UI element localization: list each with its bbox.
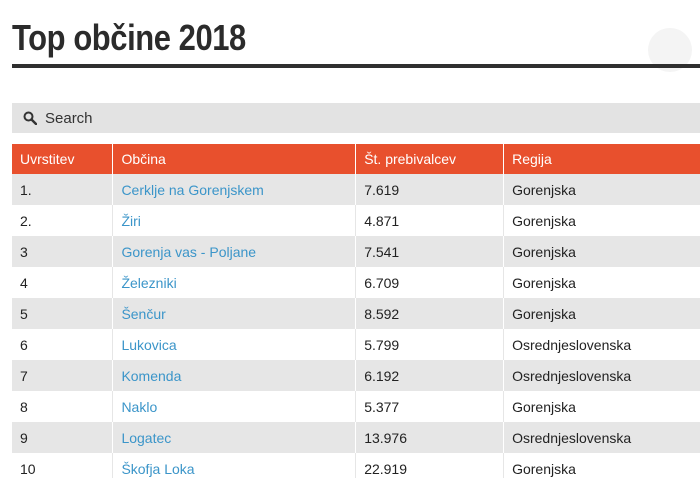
municipality-link[interactable]: Naklo xyxy=(121,398,158,415)
cell-municipality: Šenčur xyxy=(112,298,357,329)
table-row: 2. Žiri 4.871 Gorenjska xyxy=(12,205,700,236)
municipality-link[interactable]: Gorenja vas - Poljane xyxy=(121,243,257,260)
cell-rank: 4 xyxy=(12,267,114,298)
search-label[interactable]: Search xyxy=(45,109,93,127)
cell-region: Gorenjska xyxy=(503,174,700,205)
search-icon xyxy=(22,110,38,126)
municipality-link[interactable]: Šenčur xyxy=(121,305,166,322)
cell-municipality: Škofja Loka xyxy=(112,453,357,478)
table-row: 3 Gorenja vas - Poljane 7.541 Gorenjska xyxy=(12,236,700,267)
table-header-row: Uvrstitev Občina Št. prebivalcev Regija xyxy=(12,144,700,174)
municipality-link[interactable]: Logatec xyxy=(121,429,172,446)
cell-rank: 6 xyxy=(12,329,114,360)
municipality-link[interactable]: Lukovica xyxy=(121,336,177,353)
cell-rank: 9 xyxy=(12,422,114,453)
cell-region: Gorenjska xyxy=(503,298,700,329)
cell-rank: 3 xyxy=(12,236,114,267)
page-title: Top občine 2018 xyxy=(12,17,246,58)
municipality-link[interactable]: Komenda xyxy=(121,367,182,384)
cell-municipality: Cerklje na Gorenjskem xyxy=(112,174,357,205)
cell-population: 22.919 xyxy=(355,453,505,478)
cell-region: Osrednjeslovenska xyxy=(503,422,700,453)
table-row: 5 Šenčur 8.592 Gorenjska xyxy=(12,298,700,329)
municipality-link[interactable]: Žiri xyxy=(121,212,141,229)
header-municipality[interactable]: Občina xyxy=(112,144,357,174)
municipality-link[interactable]: Škofja Loka xyxy=(121,460,195,477)
cell-region: Osrednjeslovenska xyxy=(503,329,700,360)
municipality-link[interactable]: Cerklje na Gorenjskem xyxy=(121,181,264,198)
cell-municipality: Logatec xyxy=(112,422,357,453)
cell-population: 13.976 xyxy=(355,422,505,453)
table-row: 9 Logatec 13.976 Osrednjeslovenska xyxy=(12,422,700,453)
cell-region: Gorenjska xyxy=(503,205,700,236)
cell-rank: 5 xyxy=(12,298,114,329)
cell-region: Gorenjska xyxy=(503,453,700,478)
cell-region: Osrednjeslovenska xyxy=(503,360,700,391)
cell-municipality: Žiri xyxy=(112,205,357,236)
table-row: 8 Naklo 5.377 Gorenjska xyxy=(12,391,700,422)
cell-rank: 2. xyxy=(12,205,114,236)
cell-municipality: Naklo xyxy=(112,391,357,422)
cell-population: 8.592 xyxy=(355,298,505,329)
search-bar[interactable]: Search xyxy=(12,103,700,133)
cell-rank: 7 xyxy=(12,360,114,391)
cell-municipality: Gorenja vas - Poljane xyxy=(112,236,357,267)
cell-population: 6.192 xyxy=(355,360,505,391)
header-population[interactable]: Št. prebivalcev xyxy=(355,144,505,174)
municipalities-table: Uvrstitev Občina Št. prebivalcev Regija … xyxy=(12,144,700,478)
cell-population: 7.619 xyxy=(355,174,505,205)
table-row: 4 Železniki 6.709 Gorenjska xyxy=(12,267,700,298)
cell-municipality: Komenda xyxy=(112,360,357,391)
table-row: 10 Škofja Loka 22.919 Gorenjska xyxy=(12,453,700,478)
cell-region: Gorenjska xyxy=(503,267,700,298)
cell-population: 6.709 xyxy=(355,267,505,298)
cell-population: 4.871 xyxy=(355,205,505,236)
cell-municipality: Lukovica xyxy=(112,329,357,360)
cell-rank: 8 xyxy=(12,391,114,422)
cell-population: 5.799 xyxy=(355,329,505,360)
header-region[interactable]: Regija xyxy=(503,144,700,174)
cell-rank: 10 xyxy=(12,453,114,478)
cell-population: 7.541 xyxy=(355,236,505,267)
table-row: 7 Komenda 6.192 Osrednjeslovenska xyxy=(12,360,700,391)
title-divider xyxy=(12,64,700,68)
header-rank[interactable]: Uvrstitev xyxy=(12,144,114,174)
cell-region: Gorenjska xyxy=(503,236,700,267)
municipality-link[interactable]: Železniki xyxy=(121,274,177,291)
cell-municipality: Železniki xyxy=(112,267,357,298)
table-row: 1. Cerklje na Gorenjskem 7.619 Gorenjska xyxy=(12,174,700,205)
cell-population: 5.377 xyxy=(355,391,505,422)
cell-region: Gorenjska xyxy=(503,391,700,422)
cell-rank: 1. xyxy=(12,174,114,205)
table-row: 6 Lukovica 5.799 Osrednjeslovenska xyxy=(12,329,700,360)
